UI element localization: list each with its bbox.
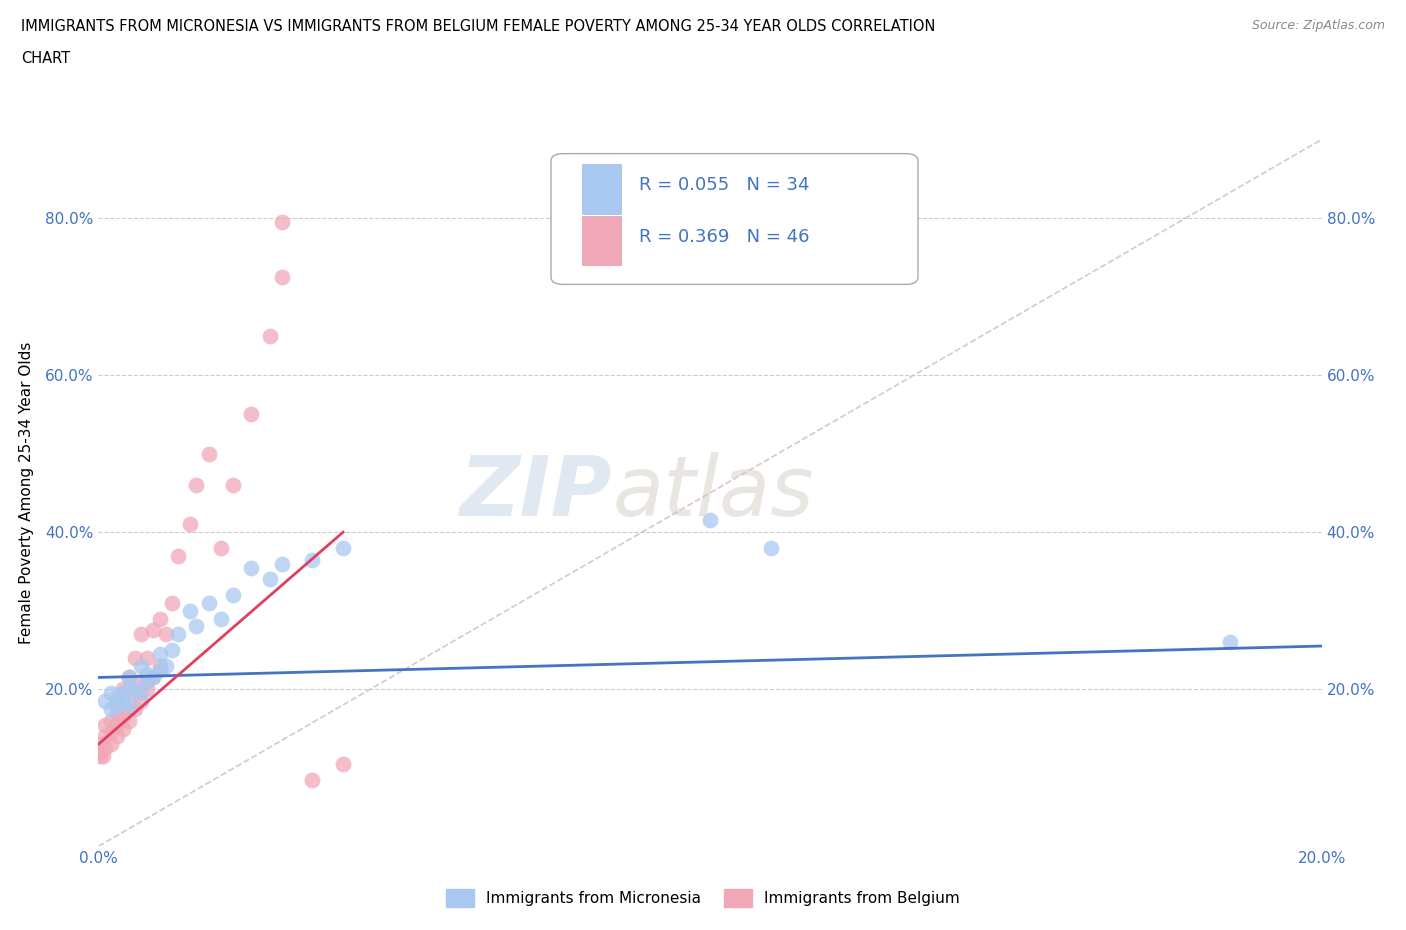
Point bbox=[100, 713, 122, 728]
Point bbox=[100, 725, 122, 740]
Point bbox=[160, 595, 183, 610]
Point bbox=[301, 772, 323, 787]
Point bbox=[186, 478, 208, 493]
Point bbox=[1219, 634, 1241, 649]
Point bbox=[89, 745, 111, 760]
Point bbox=[179, 604, 201, 618]
Point bbox=[118, 701, 141, 716]
Point bbox=[222, 588, 245, 603]
Point bbox=[111, 682, 134, 697]
Point bbox=[124, 650, 146, 665]
Point bbox=[149, 658, 172, 673]
Point bbox=[136, 674, 159, 689]
Text: R = 0.369   N = 46: R = 0.369 N = 46 bbox=[640, 228, 810, 246]
Point bbox=[142, 670, 165, 684]
Point bbox=[136, 666, 159, 681]
Point bbox=[259, 328, 281, 343]
Legend: Immigrants from Micronesia, Immigrants from Belgium: Immigrants from Micronesia, Immigrants f… bbox=[440, 884, 966, 913]
Point bbox=[186, 619, 208, 634]
Point bbox=[149, 611, 172, 626]
Point bbox=[142, 623, 165, 638]
Point bbox=[105, 694, 128, 709]
Point bbox=[240, 407, 263, 422]
Point bbox=[93, 740, 115, 755]
FancyBboxPatch shape bbox=[582, 165, 620, 214]
Text: CHART: CHART bbox=[21, 51, 70, 66]
Point bbox=[100, 685, 122, 700]
Point bbox=[129, 694, 152, 709]
Point bbox=[105, 690, 128, 705]
Point bbox=[105, 698, 128, 712]
Point bbox=[93, 694, 115, 709]
Point bbox=[93, 729, 115, 744]
Point bbox=[118, 713, 141, 728]
Point bbox=[118, 670, 141, 684]
Point bbox=[240, 560, 263, 575]
Point bbox=[100, 737, 122, 751]
Point bbox=[89, 749, 111, 764]
Point bbox=[105, 705, 128, 720]
Point bbox=[111, 694, 134, 709]
Point bbox=[332, 756, 354, 771]
Point bbox=[111, 710, 134, 724]
Point bbox=[759, 540, 782, 555]
Point bbox=[197, 446, 219, 461]
Point bbox=[270, 270, 292, 285]
Text: IMMIGRANTS FROM MICRONESIA VS IMMIGRANTS FROM BELGIUM FEMALE POVERTY AMONG 25-34: IMMIGRANTS FROM MICRONESIA VS IMMIGRANTS… bbox=[21, 19, 935, 33]
Point bbox=[259, 572, 281, 587]
Point bbox=[124, 701, 146, 716]
Point bbox=[149, 646, 172, 661]
Point bbox=[332, 540, 354, 555]
Point bbox=[197, 595, 219, 610]
Point bbox=[100, 701, 122, 716]
Point bbox=[160, 643, 183, 658]
Point bbox=[105, 729, 128, 744]
Point bbox=[93, 717, 115, 732]
Point bbox=[124, 685, 146, 700]
Point bbox=[91, 749, 114, 764]
Point bbox=[179, 517, 201, 532]
Point bbox=[118, 670, 141, 684]
Text: R = 0.055   N = 34: R = 0.055 N = 34 bbox=[640, 177, 810, 194]
Point bbox=[118, 682, 141, 697]
Point bbox=[90, 737, 112, 751]
Point bbox=[301, 552, 323, 567]
FancyBboxPatch shape bbox=[582, 216, 620, 265]
Point bbox=[129, 674, 152, 689]
Point bbox=[124, 682, 146, 697]
Point bbox=[129, 685, 152, 700]
Point bbox=[270, 556, 292, 571]
Text: atlas: atlas bbox=[612, 452, 814, 534]
Point bbox=[129, 627, 152, 642]
Point bbox=[209, 611, 232, 626]
Point bbox=[111, 685, 134, 700]
Text: ZIP: ZIP bbox=[460, 452, 612, 534]
Point bbox=[155, 627, 177, 642]
Point bbox=[105, 717, 128, 732]
Point bbox=[149, 662, 172, 677]
Point bbox=[129, 658, 152, 673]
Point bbox=[142, 670, 165, 684]
Text: Source: ZipAtlas.com: Source: ZipAtlas.com bbox=[1251, 19, 1385, 32]
Point bbox=[118, 698, 141, 712]
Y-axis label: Female Poverty Among 25-34 Year Olds: Female Poverty Among 25-34 Year Olds bbox=[18, 341, 34, 644]
FancyBboxPatch shape bbox=[551, 153, 918, 285]
Point bbox=[167, 627, 190, 642]
Point bbox=[111, 721, 134, 736]
Point bbox=[209, 540, 232, 555]
Point bbox=[136, 650, 159, 665]
Point bbox=[155, 658, 177, 673]
Point bbox=[699, 513, 721, 528]
Point bbox=[167, 549, 190, 564]
Point bbox=[136, 682, 159, 697]
Point bbox=[222, 478, 245, 493]
Point bbox=[270, 215, 292, 230]
